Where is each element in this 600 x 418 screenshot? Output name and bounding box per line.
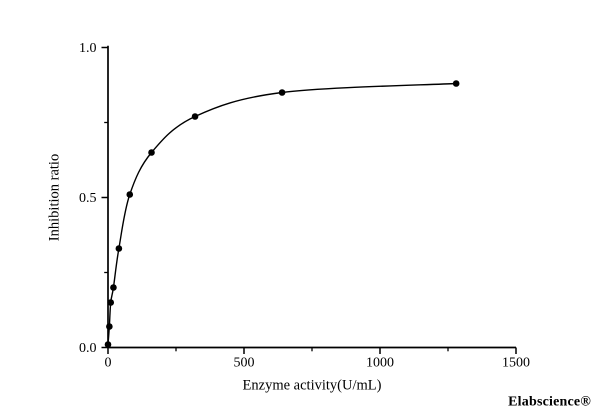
data-point <box>452 80 460 87</box>
watermark: Elabscience® <box>508 395 591 410</box>
data-point <box>148 149 155 156</box>
y-tick-label: 1.0 <box>79 41 97 56</box>
data-point <box>191 113 199 120</box>
y-axis-title: Inhibition ratio <box>47 154 63 241</box>
data-point <box>115 245 123 252</box>
axis-spines <box>107 45 516 349</box>
data-point-markers <box>104 80 460 348</box>
x-tick-label: 1500 <box>502 356 530 371</box>
tick-labels: 0 500 1000 1500 0.0 0.5 1.0 <box>79 41 530 370</box>
y-tick-label: 0.0 <box>79 341 97 356</box>
tick-marks <box>101 46 517 354</box>
data-point <box>106 323 113 330</box>
x-tick-label: 0 <box>105 356 112 371</box>
x-tick-label: 1000 <box>366 356 394 371</box>
data-point <box>107 299 115 306</box>
x-tick-label: 500 <box>234 356 255 371</box>
y-tick-label: 0.5 <box>79 191 97 206</box>
data-point <box>104 341 112 348</box>
axis-line <box>107 45 516 349</box>
data-point <box>110 284 117 291</box>
data-point <box>278 89 286 96</box>
data-point <box>126 191 134 198</box>
fit-curve-line <box>107 82 457 345</box>
x-axis-title: Enzyme activity(U/mL) <box>243 378 382 394</box>
